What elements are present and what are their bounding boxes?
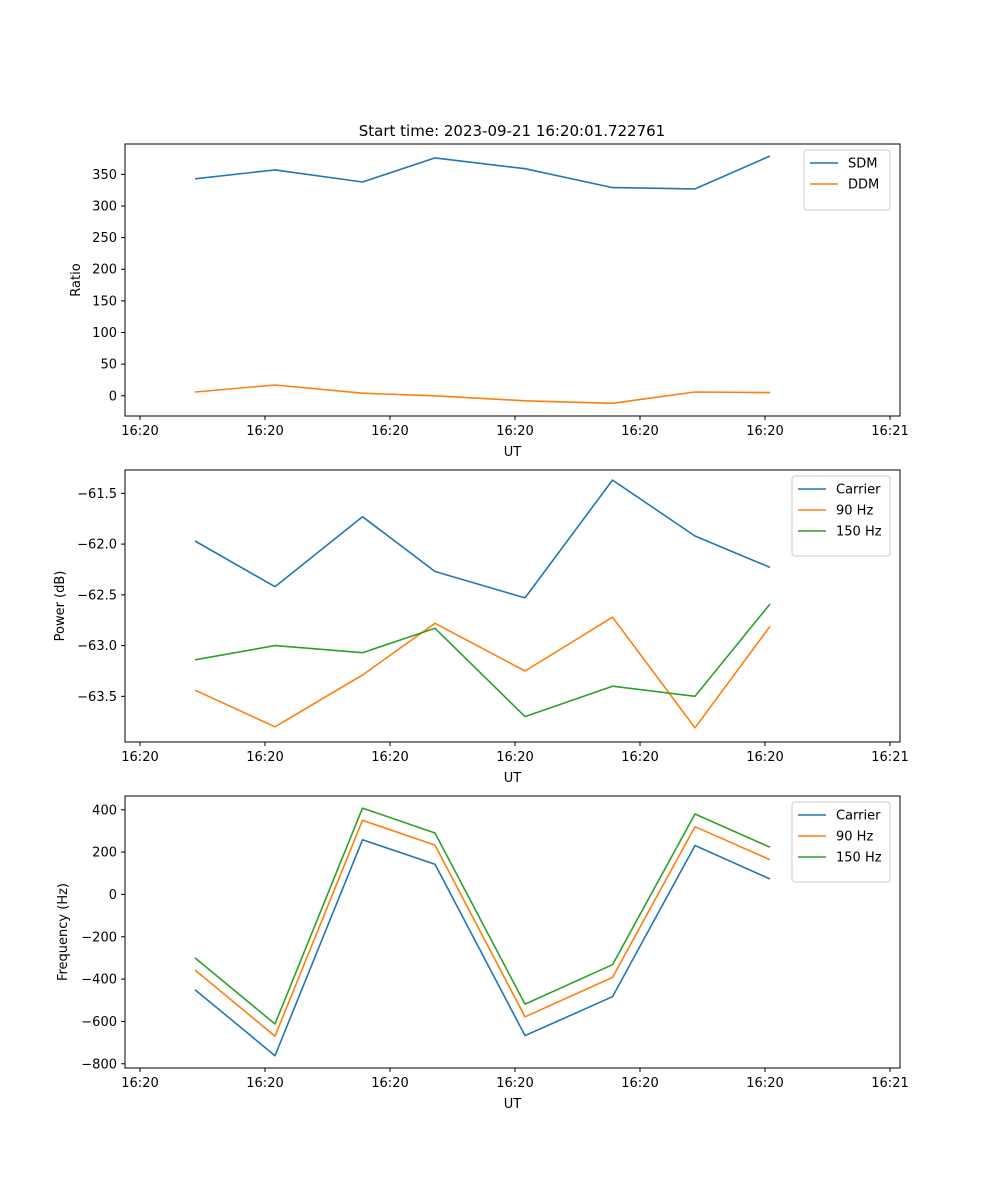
legend-label-sdm: SDM <box>848 157 877 172</box>
series-line-carrier <box>194 479 771 599</box>
series-line-ddm <box>194 384 771 405</box>
legend-label-90-hz: 90 Hz <box>836 504 873 519</box>
y-tick-label: −600 <box>81 1015 117 1030</box>
legend-label-90-hz: 90 Hz <box>836 830 873 845</box>
x-tick-label: 16:21 <box>871 1076 908 1091</box>
x-tick-label: 16:20 <box>246 750 283 765</box>
x-tick-label: 16:20 <box>121 1076 158 1091</box>
legend-label-carrier: Carrier <box>836 809 881 824</box>
legend-label-150-hz: 150 Hz <box>836 851 882 866</box>
series-line-150-hz <box>194 603 771 718</box>
axes-frame <box>124 469 901 743</box>
y-tick-label: 250 <box>92 231 117 246</box>
x-tick-label: 16:20 <box>746 750 783 765</box>
y-tick-label: −62.0 <box>77 538 117 553</box>
legend-frame <box>803 149 891 211</box>
y-tick-label: 0 <box>109 888 117 903</box>
x-tick-label: 16:20 <box>371 424 408 439</box>
x-tick-label: 16:20 <box>371 750 408 765</box>
x-tick-label: 16:20 <box>496 1076 533 1091</box>
y-axis-label: Frequency (Hz) <box>56 883 71 981</box>
x-tick-label: 16:20 <box>621 424 658 439</box>
y-tick-label: 400 <box>92 803 117 818</box>
y-tick-label: −800 <box>81 1057 117 1072</box>
legend-label-carrier: Carrier <box>836 483 881 498</box>
x-tick-label: 16:20 <box>746 424 783 439</box>
y-tick-label: 200 <box>92 263 117 278</box>
y-tick-label: −200 <box>81 930 117 945</box>
x-tick-label: 16:20 <box>121 750 158 765</box>
legend-label-150-hz: 150 Hz <box>836 525 882 540</box>
axes-frame <box>124 143 901 417</box>
y-tick-label: 200 <box>92 846 117 861</box>
figure-title: Start time: 2023-09-21 16:20:01.722761 <box>359 122 665 140</box>
y-tick-label: −63.5 <box>77 690 117 705</box>
x-tick-label: 16:20 <box>746 1076 783 1091</box>
y-tick-label: 0 <box>109 389 117 404</box>
x-tick-label: 16:20 <box>621 1076 658 1091</box>
y-tick-label: −61.5 <box>77 487 117 502</box>
y-axis-label: Ratio <box>69 263 84 296</box>
series-line-carrier <box>194 838 771 1057</box>
legend: Carrier 90 Hz 150 Hz <box>791 475 891 557</box>
x-tick-label: 16:20 <box>246 424 283 439</box>
axes-frame <box>124 795 901 1069</box>
y-tick-label: 300 <box>92 199 117 214</box>
series-line-90-hz <box>194 819 771 1037</box>
frequency-panel: 16:20 16:20 16:20 16:20 16:20 16:20 16:21 −800 −… <box>56 795 909 1112</box>
x-axis-label: UT <box>504 445 522 460</box>
y-tick-label: 150 <box>92 294 117 309</box>
y-tick-label: 50 <box>100 358 117 373</box>
series-line-sdm <box>194 155 771 190</box>
legend-label-ddm: DDM <box>848 178 879 193</box>
y-tick-label: 350 <box>92 168 117 183</box>
x-tick-label: 16:20 <box>121 424 158 439</box>
series-line-90-hz <box>194 616 771 729</box>
legend: Carrier 90 Hz 150 Hz <box>791 801 891 883</box>
x-tick-label: 16:20 <box>371 1076 408 1091</box>
legend-frame <box>791 801 891 883</box>
x-axis-label: UT <box>504 1097 522 1112</box>
y-tick-label: −400 <box>81 973 117 988</box>
x-tick-label: 16:21 <box>871 424 908 439</box>
y-tick-label: 100 <box>92 326 117 341</box>
x-tick-label: 16:20 <box>496 750 533 765</box>
x-tick-label: 16:21 <box>871 750 908 765</box>
y-tick-label: −63.0 <box>77 639 117 654</box>
x-tick-label: 16:20 <box>496 424 533 439</box>
x-tick-label: 16:20 <box>621 750 658 765</box>
legend-frame <box>791 475 891 557</box>
y-axis-label: Power (dB) <box>53 571 68 642</box>
x-tick-label: 16:20 <box>246 1076 283 1091</box>
ratio-panel: 16:20 16:20 16:20 16:20 16:20 16:20 16:21 0 50 10… <box>69 143 909 460</box>
y-tick-label: −62.5 <box>77 588 117 603</box>
x-axis-label: UT <box>504 771 522 786</box>
power-panel: 16:20 16:20 16:20 16:20 16:20 16:20 16:21 −63.5… <box>53 469 909 786</box>
series-line-150-hz <box>194 807 771 1025</box>
legend: SDM DDM <box>803 149 891 211</box>
